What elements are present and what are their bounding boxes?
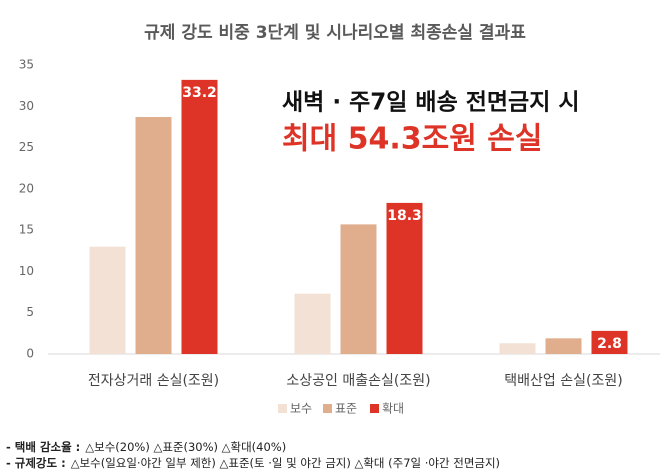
legend-label: 표준 [335,402,357,416]
legend-swatch [323,404,332,413]
chart-title: 규제 강도 비중 3단계 및 시나리오별 최종손실 결과표 [144,23,526,43]
footnote-label: - 택배 감소율 : [6,440,80,454]
y-tick-label: 20 [19,181,34,195]
footnote-label: - 규제강도 : [6,456,66,470]
footnote-text: △보수(20%) △표준(30%) △확대(40%) [85,440,286,454]
y-tick-label: 30 [19,99,34,113]
annotation: 새벽 · 주7일 배송 전면금지 시 [282,90,580,116]
footnote: - 규제강도 : △보수(일요일·야간 일부 제한) △표준(토 ·일 및 야간 … [6,456,500,470]
bar [545,338,582,354]
bar [135,117,172,355]
bar [340,224,377,354]
y-tick-label: 15 [19,223,34,237]
legend-swatch [370,404,379,413]
y-tick-label: 25 [19,140,34,154]
bar [499,343,536,354]
bar [591,330,628,354]
legend-label: 확대 [382,402,404,416]
footnote: - 택배 감소율 : △보수(20%) △표준(30%) △확대(40%) [6,440,286,454]
footnote-text: △보수(일요일·야간 일부 제한) △표준(토 ·일 및 야간 금지) △확대 … [71,456,500,470]
y-tick-label: 35 [19,58,34,72]
y-tick-label: 0 [26,347,34,361]
annotation: 최대 54.3조원 손실 [282,122,543,157]
data-label: 33.2 [182,85,217,101]
y-tick-label: 5 [26,305,34,319]
legend-swatch [278,404,287,413]
x-tick-label: 소상공인 매출손실(조원) [286,373,430,389]
x-tick-label: 전자상거래 손실(조원) [88,373,219,389]
bar [386,202,423,354]
y-tick-label: 10 [19,264,34,278]
bar [294,293,331,354]
data-label: 2.8 [597,336,622,352]
x-tick-label: 택배산업 손실(조원) [504,373,622,389]
data-label: 18.3 [387,208,422,224]
bar [89,246,126,354]
bar [181,79,218,354]
legend-label: 보수 [290,402,312,416]
